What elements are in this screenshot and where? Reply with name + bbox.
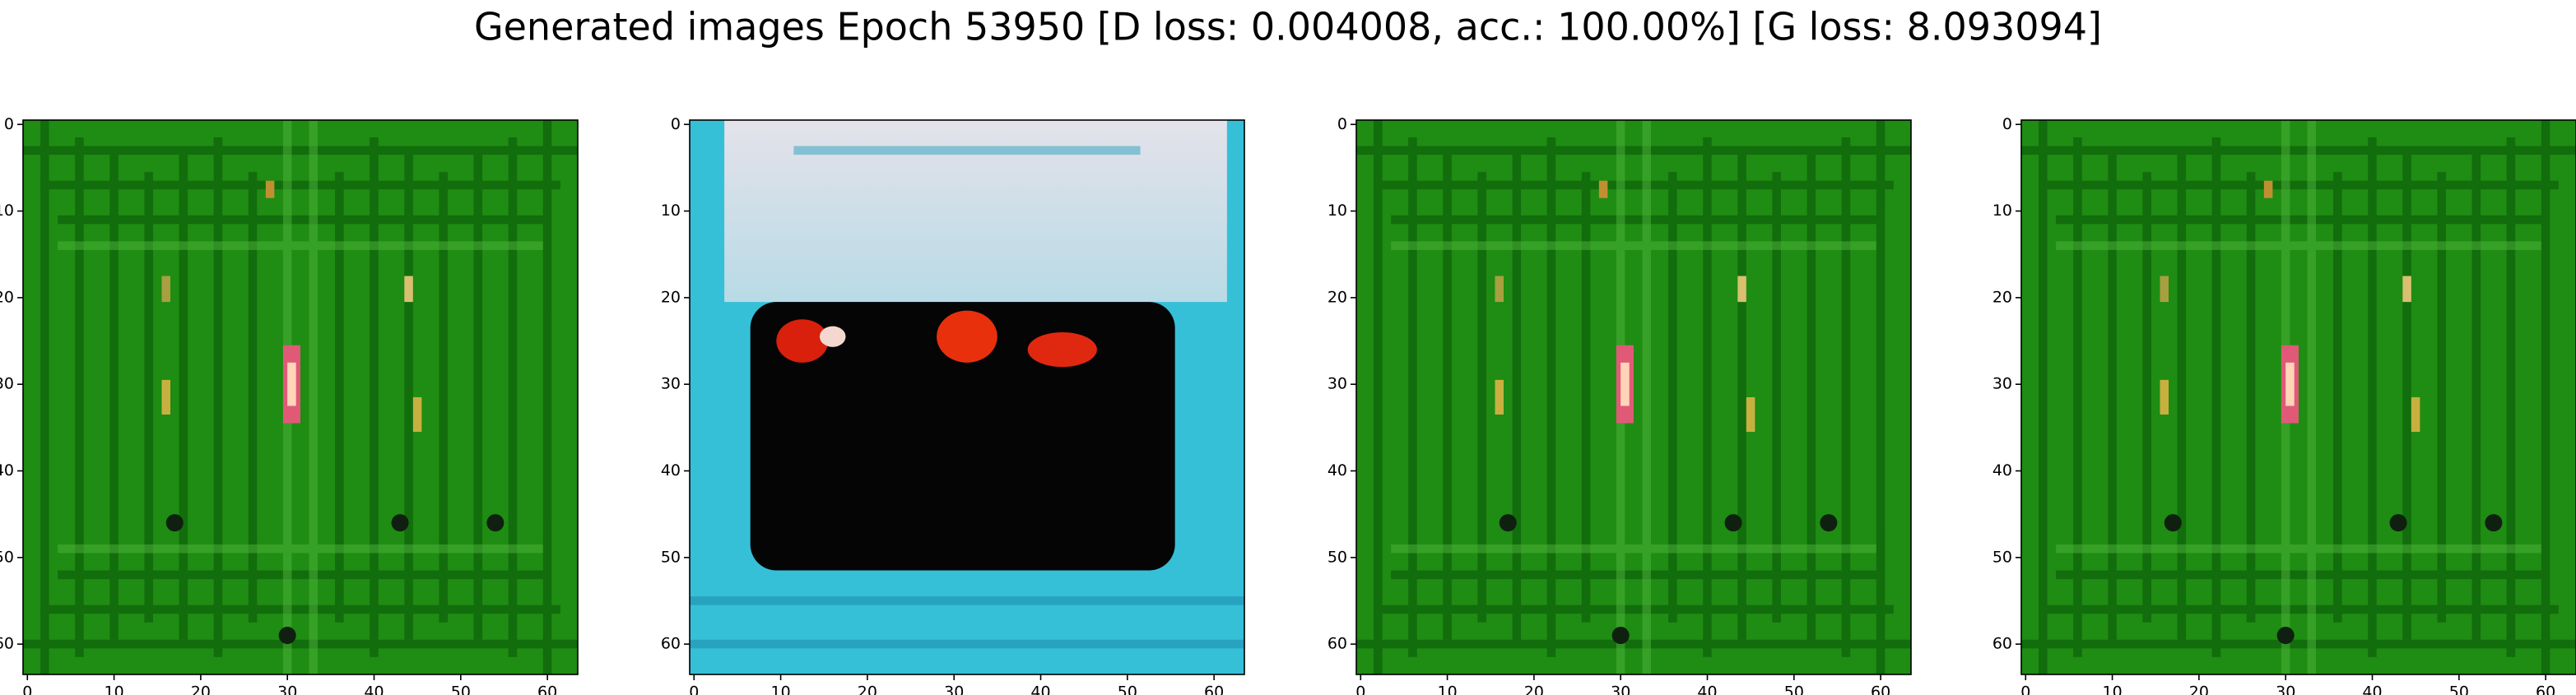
generated-image (2021, 120, 2576, 674)
y-tick-label: 0 (4, 115, 14, 133)
y-tick-label: 30 (1992, 375, 2012, 393)
y-tick-label: 20 (661, 288, 681, 306)
y-tick-label: 50 (0, 548, 14, 566)
y-tick-label: 40 (1992, 461, 2012, 480)
y-tick-label: 20 (0, 288, 14, 306)
x-tick-label: 20 (2189, 683, 2209, 695)
generated-image (1356, 120, 1911, 674)
y-tick-label: 0 (671, 115, 681, 133)
y-tick-label: 60 (0, 635, 14, 653)
axes-frame (689, 119, 1245, 675)
x-tick-label: 50 (1784, 683, 1804, 695)
y-tick-label: 60 (1992, 635, 2012, 653)
x-tick-label: 60 (1871, 683, 1890, 695)
x-tick-label: 20 (191, 683, 211, 695)
y-tick-label: 10 (0, 202, 14, 220)
y-tick-label: 50 (1992, 548, 2012, 566)
x-tick-label: 30 (277, 683, 297, 695)
x-tick-label: 40 (2362, 683, 2382, 695)
generated-image (23, 120, 578, 674)
x-tick-label: 30 (2276, 683, 2295, 695)
y-tick-label: 10 (661, 202, 681, 220)
x-tick-label: 30 (1611, 683, 1630, 695)
x-tick-label: 60 (537, 683, 557, 695)
y-tick-label: 20 (1992, 288, 2012, 306)
x-tick-label: 60 (1204, 683, 1224, 695)
axes-frame (2020, 119, 2576, 675)
x-tick-label: 0 (22, 683, 32, 695)
figure-title: Generated images Epoch 53950 [D loss: 0.… (474, 5, 2102, 49)
y-tick-label: 30 (661, 375, 681, 393)
x-tick-label: 30 (944, 683, 964, 695)
y-tick-label: 10 (1328, 202, 1347, 220)
x-tick-label: 50 (1118, 683, 1137, 695)
x-tick-label: 40 (364, 683, 384, 695)
y-tick-label: 30 (1328, 375, 1347, 393)
x-tick-label: 10 (770, 683, 790, 695)
x-tick-label: 10 (104, 683, 123, 695)
y-tick-label: 0 (1337, 115, 1347, 133)
y-tick-label: 60 (661, 635, 681, 653)
x-tick-label: 50 (451, 683, 471, 695)
y-tick-label: 10 (1992, 202, 2012, 220)
y-tick-label: 40 (661, 461, 681, 480)
x-tick-label: 60 (2536, 683, 2555, 695)
y-tick-label: 20 (1328, 288, 1347, 306)
y-tick-label: 50 (661, 548, 681, 566)
axes-frame (1355, 119, 1912, 675)
y-tick-label: 0 (2002, 115, 2012, 133)
x-tick-label: 20 (1524, 683, 1544, 695)
y-tick-label: 30 (0, 375, 14, 393)
x-tick-label: 0 (2020, 683, 2030, 695)
y-tick-label: 40 (0, 461, 14, 480)
x-tick-label: 50 (2449, 683, 2469, 695)
x-tick-label: 20 (858, 683, 877, 695)
x-tick-label: 10 (1437, 683, 1457, 695)
y-tick-label: 40 (1328, 461, 1347, 480)
x-tick-label: 10 (2102, 683, 2122, 695)
x-tick-label: 40 (1030, 683, 1050, 695)
y-tick-label: 50 (1328, 548, 1347, 566)
x-tick-label: 0 (1355, 683, 1365, 695)
x-tick-label: 40 (1697, 683, 1717, 695)
x-tick-label: 0 (689, 683, 699, 695)
axes-frame (22, 119, 579, 675)
generated-image (690, 120, 1244, 674)
y-tick-label: 60 (1328, 635, 1347, 653)
